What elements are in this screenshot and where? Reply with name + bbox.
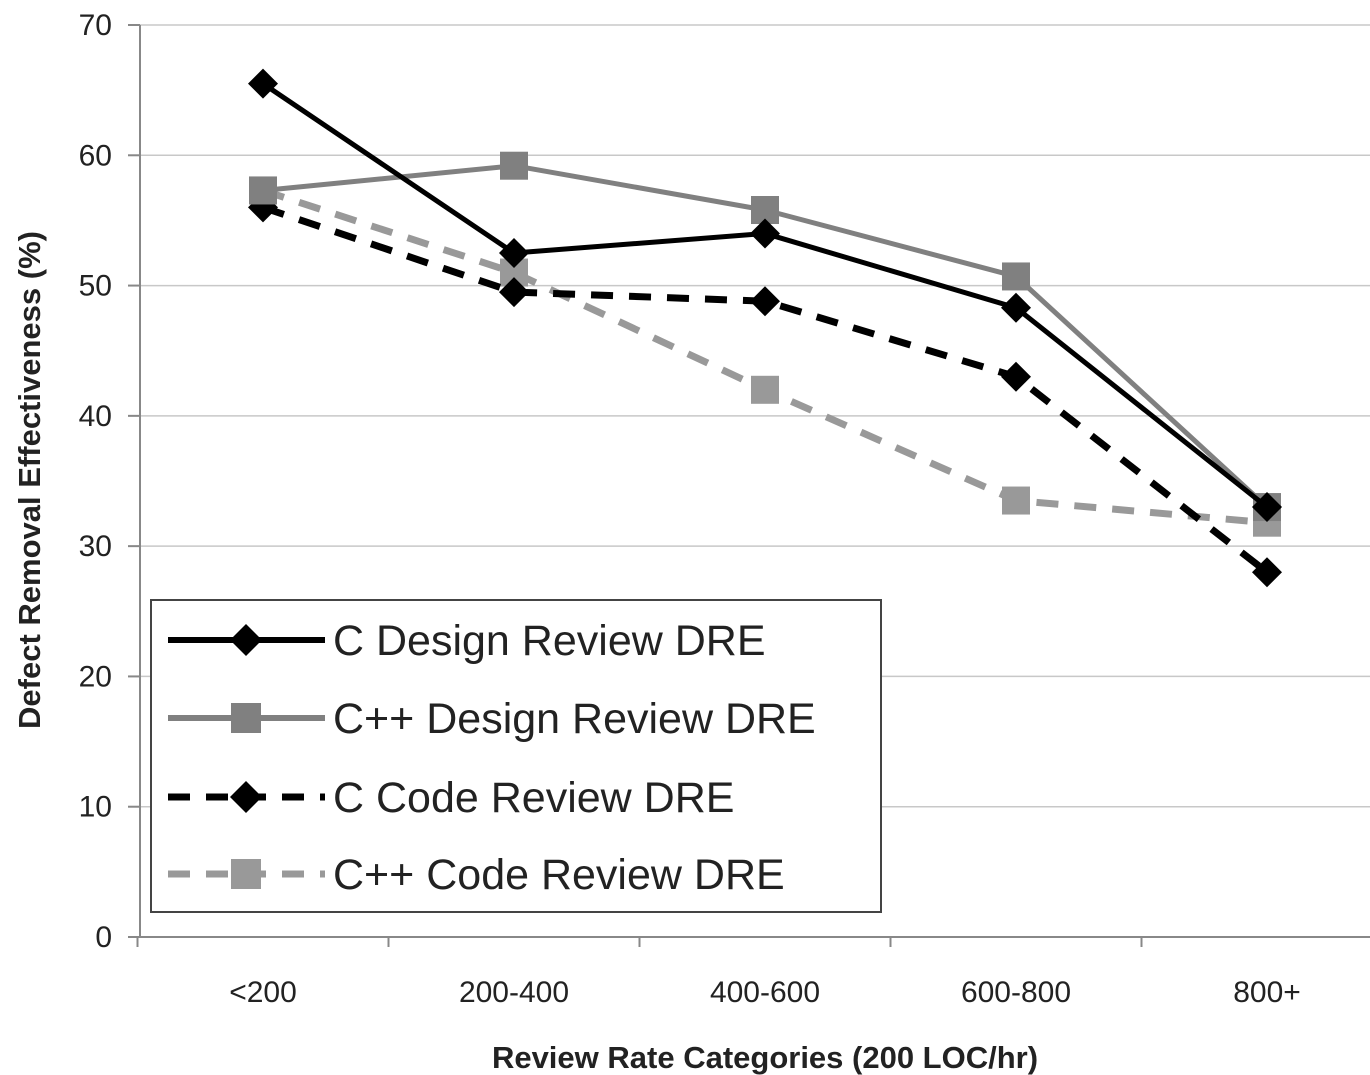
x-tick-label-0: <200: [229, 976, 297, 1009]
x-tick-labels: <200 200-400 400-600 600-800 800+: [136, 937, 1301, 1009]
legend-label-2: C Code Review DRE: [333, 774, 734, 822]
x-tick-label-4: 800+: [1233, 976, 1301, 1009]
data-point-3-3: [1002, 486, 1030, 515]
y-tick-label-20: 20: [79, 660, 112, 693]
data-point-0-0: [248, 68, 278, 99]
y-tick-label-70: 70: [79, 9, 112, 42]
legend-marker-2: [230, 781, 262, 813]
series-line-2: [261, 204, 1270, 575]
data-point-2-2: [750, 286, 780, 317]
series-2: [248, 192, 1282, 588]
data-point-1-1: [500, 151, 528, 180]
y-tick-label-30: 30: [79, 530, 112, 563]
legend-marker-3: [231, 859, 261, 889]
legend-marker-0: [230, 624, 262, 656]
legend-label-3: C++ Code Review DRE: [333, 851, 785, 899]
x-tick-label-1: 200-400: [459, 976, 569, 1009]
y-tick-label-60: 60: [79, 139, 112, 172]
legend-label-0: C Design Review DRE: [333, 617, 766, 665]
data-point-0-2: [750, 218, 780, 249]
legend-box: [150, 599, 882, 913]
data-point-2-4: [1252, 557, 1282, 588]
x-tick-label-3: 600-800: [961, 976, 1071, 1009]
data-point-0-4: [1252, 492, 1282, 523]
y-tick-label-10: 10: [79, 791, 112, 824]
data-point-2-3: [1001, 361, 1031, 392]
y-tick-label-50: 50: [79, 270, 112, 303]
legend-label-1: C++ Design Review DRE: [333, 695, 816, 743]
y-axis-title: Defect Removal Effectiveness (%): [12, 231, 47, 729]
y-tick-label-0: 0: [95, 921, 112, 954]
y-tick-label-40: 40: [79, 400, 112, 433]
data-point-1-3: [1002, 262, 1030, 291]
data-point-1-0: [249, 176, 277, 205]
axes: [130, 25, 1370, 938]
x-axis-title: Review Rate Categories (200 LOC/hr): [492, 1040, 1038, 1075]
legend: C Design Review DRE C++ Design Review DRE…: [150, 599, 882, 913]
data-point-0-1: [499, 238, 529, 268]
data-point-3-2: [751, 375, 779, 404]
legend-marker-1: [231, 703, 261, 733]
x-tick-label-2: 400-600: [710, 976, 820, 1009]
data-point-2-1: [499, 277, 529, 308]
data-point-0-3: [1001, 292, 1031, 323]
series-group: [248, 68, 1282, 588]
series-0: [248, 68, 1282, 523]
y-tick-labels: 0 10 20 30 40 50 60 70: [79, 9, 140, 954]
